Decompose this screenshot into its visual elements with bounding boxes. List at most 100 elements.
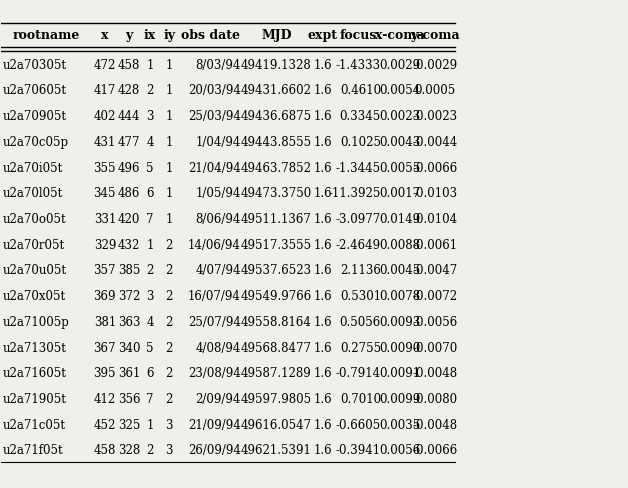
Text: 486: 486 xyxy=(117,187,140,200)
Text: 1: 1 xyxy=(166,162,173,175)
Text: -0.0047: -0.0047 xyxy=(413,264,458,278)
Text: expt: expt xyxy=(308,29,338,42)
Text: 496: 496 xyxy=(117,162,140,175)
Text: 49431.6602: 49431.6602 xyxy=(241,84,312,98)
Text: u2a71c05t: u2a71c05t xyxy=(3,419,66,432)
Text: 331: 331 xyxy=(94,213,116,226)
Text: 2: 2 xyxy=(166,393,173,406)
Text: 372: 372 xyxy=(117,290,140,303)
Text: -0.0023: -0.0023 xyxy=(413,110,458,123)
Text: 49419.1328: 49419.1328 xyxy=(241,59,312,72)
Text: 420: 420 xyxy=(117,213,140,226)
Text: 0.0078: 0.0078 xyxy=(379,290,421,303)
Text: 3: 3 xyxy=(146,110,154,123)
Text: 25/07/94: 25/07/94 xyxy=(188,316,241,329)
Text: 20/03/94: 20/03/94 xyxy=(188,84,241,98)
Text: u2a70905t: u2a70905t xyxy=(3,110,67,123)
Text: 7: 7 xyxy=(146,213,154,226)
Text: 26/09/94: 26/09/94 xyxy=(188,445,241,457)
Text: 1: 1 xyxy=(166,187,173,200)
Text: -3.0977: -3.0977 xyxy=(335,213,381,226)
Text: 385: 385 xyxy=(117,264,140,278)
Text: 1.6: 1.6 xyxy=(313,84,332,98)
Text: 432: 432 xyxy=(117,239,140,252)
Text: 5: 5 xyxy=(146,342,154,355)
Text: 1.6: 1.6 xyxy=(313,445,332,457)
Text: 1: 1 xyxy=(166,110,173,123)
Text: 357: 357 xyxy=(94,264,116,278)
Text: -0.0070: -0.0070 xyxy=(413,342,458,355)
Text: 49558.8164: 49558.8164 xyxy=(241,316,312,329)
Text: y: y xyxy=(126,29,133,42)
Text: 0.0090: 0.0090 xyxy=(379,342,421,355)
Text: 0.1025: 0.1025 xyxy=(340,136,381,149)
Text: 431: 431 xyxy=(94,136,116,149)
Text: 325: 325 xyxy=(117,419,140,432)
Text: 8/03/94: 8/03/94 xyxy=(195,59,241,72)
Text: -0.0066: -0.0066 xyxy=(413,445,458,457)
Text: 1: 1 xyxy=(166,136,173,149)
Text: ix: ix xyxy=(144,29,156,42)
Text: 363: 363 xyxy=(117,316,140,329)
Text: 0.0005: 0.0005 xyxy=(414,84,456,98)
Text: 49597.9805: 49597.9805 xyxy=(241,393,312,406)
Text: 49473.3750: 49473.3750 xyxy=(241,187,312,200)
Text: 4: 4 xyxy=(146,136,154,149)
Text: 49436.6875: 49436.6875 xyxy=(241,110,312,123)
Text: u2a70c05p: u2a70c05p xyxy=(3,136,68,149)
Text: 0.4610: 0.4610 xyxy=(340,84,381,98)
Text: 1.6: 1.6 xyxy=(313,110,332,123)
Text: 5: 5 xyxy=(146,162,154,175)
Text: 0.2755: 0.2755 xyxy=(340,342,381,355)
Text: 2: 2 xyxy=(146,264,154,278)
Text: 472: 472 xyxy=(94,59,116,72)
Text: 1.6: 1.6 xyxy=(313,136,332,149)
Text: 329: 329 xyxy=(94,239,116,252)
Text: -0.7914: -0.7914 xyxy=(336,367,381,380)
Text: 345: 345 xyxy=(94,187,116,200)
Text: -0.0061: -0.0061 xyxy=(413,239,458,252)
Text: -0.0066: -0.0066 xyxy=(413,162,458,175)
Text: 0.0054: 0.0054 xyxy=(379,84,421,98)
Text: 0.0099: 0.0099 xyxy=(379,393,421,406)
Text: 7: 7 xyxy=(146,393,154,406)
Text: focus: focus xyxy=(340,29,377,42)
Text: 16/07/94: 16/07/94 xyxy=(188,290,241,303)
Text: 0.0088: 0.0088 xyxy=(379,239,421,252)
Text: 458: 458 xyxy=(94,445,116,457)
Text: 1.6: 1.6 xyxy=(313,213,332,226)
Text: 1.6: 1.6 xyxy=(313,367,332,380)
Text: 49463.7852: 49463.7852 xyxy=(241,162,312,175)
Text: 0.5301: 0.5301 xyxy=(340,290,381,303)
Text: 3: 3 xyxy=(146,290,154,303)
Text: 2.1136: 2.1136 xyxy=(340,264,381,278)
Text: 49549.9766: 49549.9766 xyxy=(241,290,312,303)
Text: u2a70x05t: u2a70x05t xyxy=(3,290,66,303)
Text: -1.3445: -1.3445 xyxy=(336,162,381,175)
Text: 49568.8477: 49568.8477 xyxy=(241,342,312,355)
Text: 0.0056: 0.0056 xyxy=(379,445,421,457)
Text: -1.4333: -1.4333 xyxy=(336,59,381,72)
Text: u2a71605t: u2a71605t xyxy=(3,367,67,380)
Text: -0.0104: -0.0104 xyxy=(413,213,458,226)
Text: -0.0103: -0.0103 xyxy=(413,187,458,200)
Text: -11.3925: -11.3925 xyxy=(328,187,381,200)
Text: MJD: MJD xyxy=(261,29,292,42)
Text: 49616.0547: 49616.0547 xyxy=(241,419,312,432)
Text: u2a70u05t: u2a70u05t xyxy=(3,264,67,278)
Text: 0.0045: 0.0045 xyxy=(379,264,421,278)
Text: -0.0048: -0.0048 xyxy=(413,419,458,432)
Text: 2: 2 xyxy=(146,84,154,98)
Text: -0.3941: -0.3941 xyxy=(336,445,381,457)
Text: 1: 1 xyxy=(166,213,173,226)
Text: 3: 3 xyxy=(166,445,173,457)
Text: 369: 369 xyxy=(94,290,116,303)
Text: 458: 458 xyxy=(117,59,140,72)
Text: 367: 367 xyxy=(94,342,116,355)
Text: 1.6: 1.6 xyxy=(313,316,332,329)
Text: 0.0093: 0.0093 xyxy=(379,316,421,329)
Text: 340: 340 xyxy=(117,342,140,355)
Text: y-coma: y-coma xyxy=(411,29,460,42)
Text: 381: 381 xyxy=(94,316,116,329)
Text: 402: 402 xyxy=(94,110,116,123)
